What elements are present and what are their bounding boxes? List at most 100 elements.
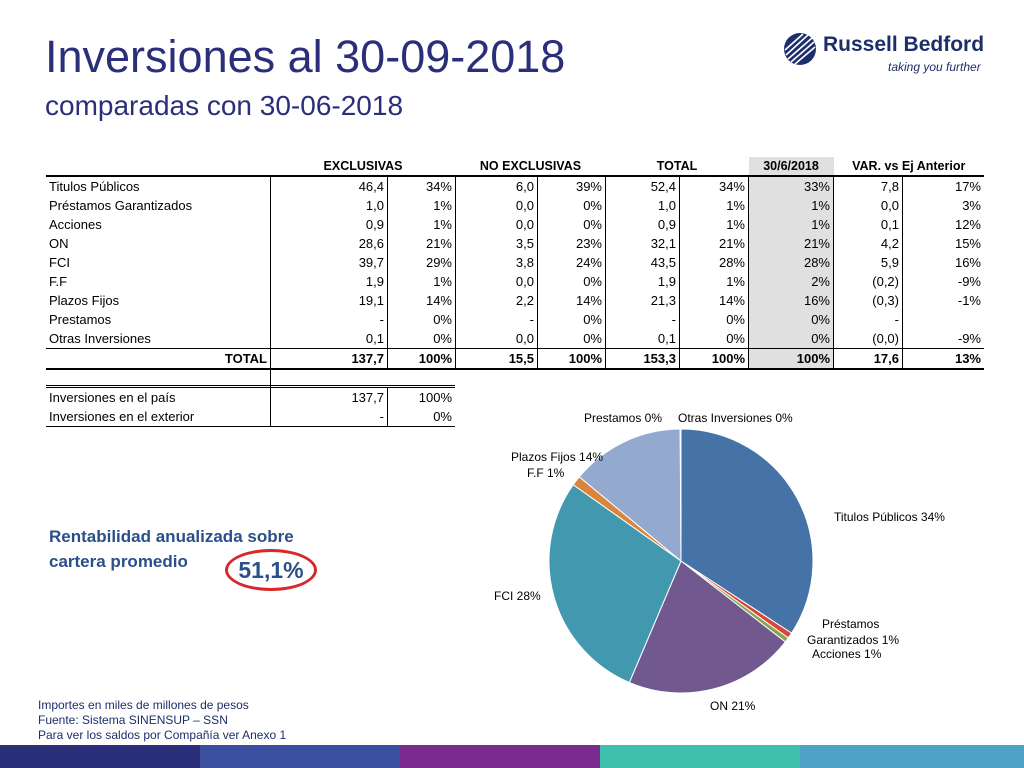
table-cell: 0%: [537, 215, 606, 234]
table-cell: -: [455, 310, 538, 329]
table-cell: 21%: [387, 234, 456, 253]
table-cell: 24%: [537, 253, 606, 272]
pie-chart: Titulos Públicos 34% Préstamos Garantiza…: [494, 411, 945, 713]
table-cell: 0,1: [833, 215, 903, 234]
total-cell: 100%: [679, 348, 749, 370]
table-cell: 0,9: [605, 215, 680, 234]
table-cell: -9%: [902, 272, 984, 291]
table-cell: 16%: [748, 291, 834, 310]
table-row: Titulos Públicos 46,4 34% 6,0 39% 52,4 34% 33% 7…: [46, 176, 984, 196]
table-row: Plazos Fijos 19,1 14% 2,2 14% 21,3 14% 16% (0,3)…: [46, 291, 984, 310]
total-cell: 100%: [537, 348, 606, 370]
table-cell: 0,0: [455, 196, 538, 215]
table-total-row: TOTAL 137,7 100% 15,5 100% 153,3 100% 100% 17,6 1…: [46, 348, 984, 370]
bottom-bar-segment: [0, 745, 200, 768]
table-cell: 1,0: [270, 196, 388, 215]
row-label: Titulos Públicos: [49, 179, 140, 194]
table-cell: 0,0: [833, 196, 903, 215]
table-cell: 4,2: [833, 234, 903, 253]
table-row: Inversiones en el exterior - 0%: [46, 407, 455, 427]
header-variation: VAR. vs Ej Anterior: [833, 157, 984, 177]
table-cell: 1,9: [605, 272, 680, 291]
pie-label-prestamos: Prestamos 0%: [584, 411, 662, 425]
table-cell: 0,0: [455, 272, 538, 291]
table-spacer-row: [46, 368, 984, 389]
bottom-bar-segment: [200, 745, 400, 768]
table-cell: 0%: [748, 310, 834, 329]
page-title: Inversiones al 30-09-2018: [45, 31, 566, 82]
table-cell: [902, 310, 984, 329]
table-cell: 12%: [902, 215, 984, 234]
table-cell: -1%: [902, 291, 984, 310]
table-cell: 0,1: [605, 329, 680, 349]
table-cell: 15%: [902, 234, 984, 253]
table-cell: 34%: [679, 176, 749, 196]
table-cell: 1,9: [270, 272, 388, 291]
table-cell: 32,1: [605, 234, 680, 253]
table-cell: 21,3: [605, 291, 680, 310]
pie-label-on: ON 21%: [710, 699, 756, 713]
table-cell: 28%: [679, 253, 749, 272]
footnote: Fuente: Sistema SINENSUP – SSN: [38, 713, 228, 727]
row-label: Prestamos: [49, 312, 112, 327]
table-cell: 23%: [537, 234, 606, 253]
table-row: ON 28,6 21% 3,5 23% 32,1 21% 21% 4,2 15%: [46, 234, 984, 253]
total-cell: 15,5: [455, 348, 538, 370]
total-cell: 137,7: [270, 348, 388, 370]
table-cell: 19,1: [270, 291, 388, 310]
table-cell: 0%: [387, 329, 456, 349]
table-cell: 28%: [748, 253, 834, 272]
pie-slice-8: [679, 428, 682, 562]
table-cell: 0%: [537, 272, 606, 291]
table-cell: (0,3): [833, 291, 903, 310]
total-cell: 153,3: [605, 348, 680, 370]
table-cell: 6,0: [455, 176, 538, 196]
rentabilidad-value: 51,1%: [225, 549, 317, 591]
table-row: Prestamos -0% -0% -0% 0% -: [46, 310, 984, 329]
table-cell: 1%: [679, 196, 749, 215]
table-cell: 2%: [748, 272, 834, 291]
table-cell: 21%: [679, 234, 749, 253]
pie-label-prestamos-gar-2: Garantizados 1%: [807, 633, 899, 647]
company-logo: Russell Bedford taking you further: [782, 31, 985, 81]
pie-label-prestamos-gar-1: Préstamos: [822, 617, 879, 631]
row-label: ON: [49, 236, 69, 251]
table-cell: 3%: [902, 196, 984, 215]
total-cell: 100%: [748, 348, 834, 370]
footnote: Importes en miles de millones de pesos: [38, 698, 249, 712]
table-cell: 1%: [679, 215, 749, 234]
row-label: F.F: [49, 274, 68, 289]
footnotes: Importes en miles de millones de pesos F…: [38, 698, 286, 743]
table-cell: 3,8: [455, 253, 538, 272]
table-cell: 0,9: [270, 215, 388, 234]
table-cell: 1%: [748, 215, 834, 234]
table-cell: 3,5: [455, 234, 538, 253]
table-cell: -: [833, 310, 903, 329]
row-label: Otras Inversiones: [49, 331, 151, 346]
pie-slice-4: [548, 484, 682, 684]
pie-label-ff: F.F 1%: [527, 466, 565, 480]
logo-brand: Russell Bedford: [823, 33, 985, 56]
pie-label-titulos: Titulos Públicos 34%: [834, 510, 945, 524]
table-cell: 0%: [537, 329, 606, 349]
table-cell: 39,7: [270, 253, 388, 272]
table-cell: 14%: [387, 291, 456, 310]
table-row: Acciones 0,9 1% 0,0 0% 0,9 1% 1% 0,1 12%: [46, 215, 984, 234]
table-cell: 1%: [387, 196, 456, 215]
table-cell: 7,8: [833, 176, 903, 196]
pie-label-acciones: Acciones 1%: [812, 647, 882, 661]
table-row: F.F 1,9 1% 0,0 0% 1,9 1% 2% (0,2) -9%: [46, 272, 984, 291]
table-cell: 0%: [748, 329, 834, 349]
table-cell: 0%: [537, 196, 606, 215]
table-cell: 1%: [387, 215, 456, 234]
bottom-bar-segment: [400, 745, 600, 768]
header-prev-date: 30/6/2018: [748, 157, 834, 177]
table-cell: 1%: [748, 196, 834, 215]
header-exclusivas: EXCLUSIVAS: [270, 157, 456, 177]
investments-table: EXCLUSIVAS NO EXCLUSIVAS TOTAL 30/6/2018…: [46, 157, 984, 389]
rentabilidad-label: Rentabilidad anualizada sobre cartera pr…: [49, 527, 294, 571]
table-cell: 5,9: [833, 253, 903, 272]
bottom-bar-segment: [800, 745, 1024, 768]
total-cell: 100%: [387, 348, 456, 370]
table-cell: -: [270, 310, 388, 329]
